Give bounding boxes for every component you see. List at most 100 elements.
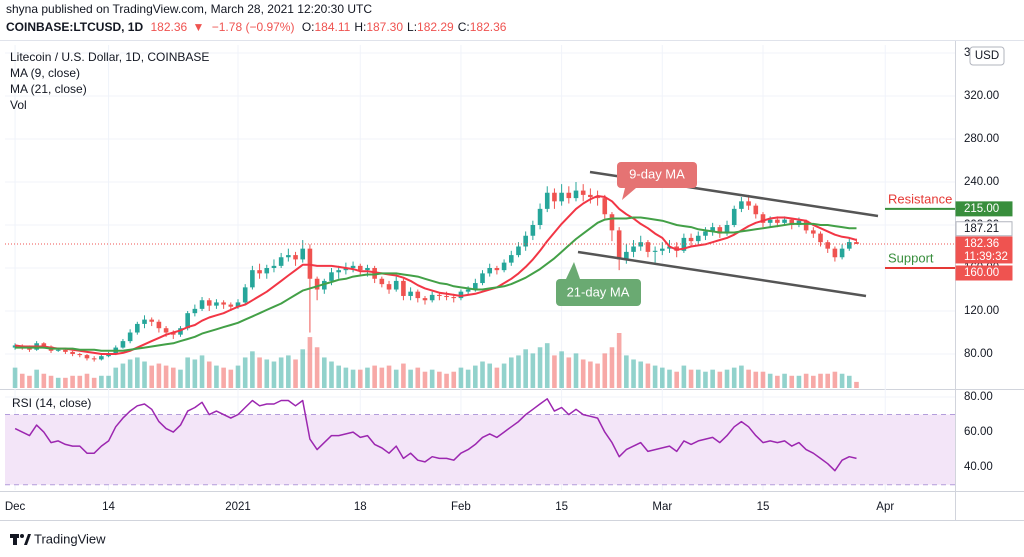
- volume-bar: [717, 371, 723, 388]
- candle-body: [307, 248, 313, 279]
- candle-body: [767, 219, 773, 223]
- candle-body: [695, 235, 701, 242]
- field-key: O:: [302, 20, 315, 34]
- candle-body: [386, 284, 392, 290]
- callout-box: [617, 162, 697, 188]
- candle-body: [235, 302, 241, 307]
- callout-text: 9-day MA: [629, 166, 685, 181]
- volume-bar: [228, 369, 234, 388]
- candle-body: [624, 251, 629, 260]
- volume-bar: [530, 353, 536, 388]
- symbol-line: COINBASE:LTCUSD, 1D 182.36 ▼ −1.78 (−0.9…: [6, 20, 507, 34]
- volume-bar: [84, 373, 90, 388]
- candle-body: [731, 208, 737, 225]
- volume-bar: [573, 353, 579, 388]
- field-value: 182.29: [417, 20, 454, 34]
- volume-bar: [257, 357, 262, 388]
- volume-bar: [135, 357, 140, 388]
- candle-body: [429, 294, 435, 301]
- candle-body: [84, 355, 90, 359]
- price-label-box: [955, 236, 1013, 264]
- candle-body: [789, 219, 795, 225]
- legend-entry: MA (21, close): [10, 82, 87, 96]
- volume-bar: [264, 359, 270, 388]
- volume-bar: [508, 357, 514, 388]
- candle-body: [286, 255, 291, 258]
- volume-bar: [178, 369, 183, 388]
- volume-bar: [437, 371, 442, 388]
- volume-bar: [753, 371, 759, 388]
- candle-body: [192, 308, 198, 314]
- plot-area: Dec 14 2021 18 Feb 15 Mar 15 Apr Resistance Suppor…: [0, 40, 1024, 521]
- x-tick-label: Apr: [876, 501, 894, 513]
- volume-bar: [77, 375, 83, 388]
- candle-body: [746, 201, 751, 206]
- candle-body: [343, 268, 349, 271]
- candle-body: [314, 278, 320, 290]
- candle-body: [609, 214, 615, 231]
- field-value: 187.30: [366, 20, 403, 34]
- volume-bar: [839, 373, 845, 388]
- callout-pointer: [566, 262, 580, 279]
- candle-body: [415, 291, 421, 299]
- candle-body: [77, 354, 83, 356]
- candle-body: [63, 349, 68, 352]
- volume-bar: [775, 375, 780, 388]
- ma9-callout: 9-day MA: [617, 162, 697, 200]
- volume-bar: [616, 333, 622, 388]
- candle-body: [602, 198, 608, 215]
- candle-body: [357, 265, 363, 271]
- price-label: 215.00: [964, 203, 999, 215]
- volume-bar: [523, 349, 528, 388]
- volume-bar: [250, 351, 255, 388]
- ma21-callout: 21-day MA: [556, 262, 641, 306]
- field-key: H:: [354, 20, 366, 34]
- volume-bar: [408, 369, 413, 388]
- rsi-band: [5, 414, 955, 485]
- volume-bar: [70, 375, 75, 388]
- candle-body: [501, 262, 507, 271]
- volume-bar: [731, 367, 737, 388]
- logo: [10, 534, 31, 545]
- volume-bar: [494, 367, 500, 388]
- candle-body: [185, 313, 190, 329]
- currency: USD: [975, 50, 999, 62]
- volume-bar: [818, 373, 823, 388]
- currency-box: [969, 46, 1005, 66]
- volume-bar: [357, 369, 363, 388]
- volume-bar: [602, 353, 608, 388]
- arrow: ▼: [193, 20, 205, 34]
- volume-bar: [480, 361, 485, 388]
- price-label-time: 11:39:32: [964, 251, 1008, 263]
- candle-body: [537, 208, 543, 225]
- logo-part: [24, 534, 31, 545]
- volume-bar: [127, 359, 133, 388]
- volume-bar: [242, 357, 248, 388]
- volume-bar: [63, 377, 68, 388]
- volume-bar: [832, 371, 838, 388]
- candle-body: [408, 291, 413, 296]
- volume-bar: [674, 371, 679, 388]
- candle-body: [803, 220, 809, 231]
- logo-part: [13, 534, 17, 545]
- volume-bar: [322, 357, 327, 388]
- candle-body: [703, 231, 708, 236]
- candle-body: [717, 227, 723, 234]
- volume-bar: [559, 351, 564, 388]
- candle-body: [350, 265, 356, 269]
- volume-bar: [667, 369, 672, 388]
- price-label: 182.36: [964, 238, 999, 250]
- price: 182.36: [150, 20, 187, 34]
- volume-bar: [645, 363, 651, 388]
- level-label: Support: [888, 250, 934, 265]
- volume-bar: [156, 363, 162, 388]
- volume-bar: [516, 355, 521, 388]
- candle-body: [480, 273, 485, 284]
- volume-bar: [854, 381, 859, 388]
- candle-body: [523, 235, 528, 247]
- volume-bar: [415, 367, 421, 388]
- callout-text: 21-day MA: [567, 284, 630, 299]
- candle-body: [782, 219, 787, 223]
- candle-body: [508, 255, 514, 263]
- x-tick-label: Feb: [451, 501, 471, 513]
